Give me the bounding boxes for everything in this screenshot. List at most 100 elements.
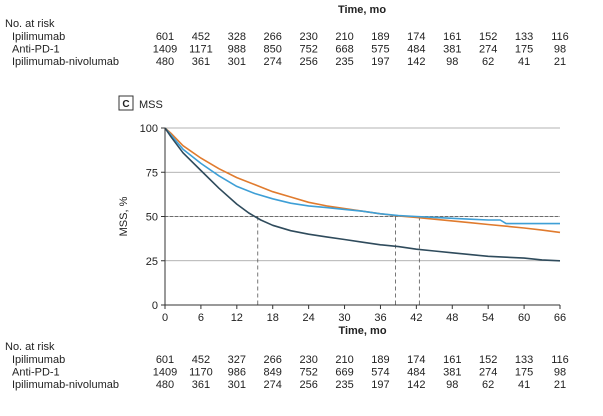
top-risk-value: 175: [515, 44, 533, 56]
top-risk-value: 668: [335, 44, 353, 56]
x-tick-label-24: 24: [303, 312, 315, 324]
x-tick-label-48: 48: [446, 312, 458, 324]
top-risk-value: 256: [299, 56, 317, 68]
bottom-risk-value: 480: [156, 379, 174, 391]
bottom-risk-value: 1409: [153, 367, 177, 379]
top-risk-value: 266: [264, 31, 282, 43]
top-risk-value: 174: [407, 31, 425, 43]
y-tick-label-75: 75: [146, 167, 158, 179]
top-risk-value: 230: [299, 31, 317, 43]
bottom-risk-value: 1170: [189, 367, 213, 379]
bottom-risk-value: 752: [299, 367, 317, 379]
y-tick-label-50: 50: [146, 212, 158, 224]
bottom-risk-value: 210: [335, 354, 353, 366]
top-risk-value: 850: [264, 44, 282, 56]
top-risk-value: 452: [192, 31, 210, 43]
bottom-risk-value: 175: [515, 367, 533, 379]
top-risk-value: 235: [335, 56, 353, 68]
top-risk-value: 133: [515, 31, 533, 43]
bottom-risk-value: 189: [371, 354, 389, 366]
bottom-risk-value: 301: [228, 379, 246, 391]
bottom-row-label-anti-pd-1: Anti-PD-1: [12, 367, 60, 379]
bottom-row-label-ipilimumab: Ipilimumab: [12, 354, 65, 366]
top-risk-value: 116: [551, 31, 569, 43]
top-risk-value: 274: [479, 44, 497, 56]
x-tick-label-0: 0: [162, 312, 168, 324]
x-tick-label-54: 54: [482, 312, 494, 324]
top-risk-header: No. at risk: [5, 18, 55, 30]
y-tick-label-0: 0: [152, 300, 158, 312]
bottom-risk-value: 986: [228, 367, 246, 379]
top-row-label-ipilimumab: Ipilimumab: [12, 31, 65, 43]
bottom-row-label-ipilimumab-nivolumab: Ipilimumab-nivolumab: [12, 379, 119, 391]
top-risk-value: 361: [192, 56, 210, 68]
top-risk-value: 381: [443, 44, 461, 56]
bottom-risk-value: 21: [554, 379, 566, 391]
top-risk-table: Time, mo No. at risk Ipilimumab 601 452 328…: [5, 4, 569, 68]
series-line-ipilimumab-nivolumab: [164, 127, 561, 262]
x-tick-label-18: 18: [267, 312, 279, 324]
bottom-risk-value: 98: [446, 379, 458, 391]
bottom-risk-value: 142: [407, 379, 425, 391]
top-risk-value: 1171: [189, 44, 213, 56]
top-risk-value: 189: [371, 31, 389, 43]
bottom-risk-value: 174: [407, 354, 425, 366]
bottom-risk-value: 484: [407, 367, 425, 379]
top-risk-value: 274: [264, 56, 282, 68]
bottom-risk-value: 274: [479, 367, 497, 379]
top-risk-value: 210: [335, 31, 353, 43]
bottom-risk-value: 601: [156, 354, 174, 366]
x-tick-label-30: 30: [338, 312, 350, 324]
top-row-label-ipilimumab-nivolumab: Ipilimumab-nivolumab: [12, 56, 119, 68]
bottom-risk-value: 98: [554, 367, 566, 379]
bottom-risk-value: 161: [443, 354, 461, 366]
panel-letter: C: [122, 99, 129, 110]
bottom-risk-header: No. at risk: [5, 341, 55, 353]
bottom-risk-value: 116: [551, 354, 569, 366]
top-risk-value: 988: [228, 44, 246, 56]
bottom-risk-value: 849: [264, 367, 282, 379]
bottom-risk-value: 266: [264, 354, 282, 366]
bottom-risk-value: 452: [192, 354, 210, 366]
bottom-risk-value: 197: [371, 379, 389, 391]
top-time-label: Time, mo: [338, 4, 386, 16]
bottom-risk-value: 235: [335, 379, 353, 391]
top-risk-value: 328: [228, 31, 246, 43]
bottom-risk-value: 256: [299, 379, 317, 391]
bottom-risk-value: 669: [335, 367, 353, 379]
bottom-risk-table: No. at risk Ipilimumab 601 452 327 266 230 210…: [5, 341, 569, 391]
top-risk-value: 98: [554, 44, 566, 56]
bottom-risk-value: 62: [482, 379, 494, 391]
top-risk-value: 601: [156, 31, 174, 43]
x-tick-label-12: 12: [231, 312, 243, 324]
y-tick-label-100: 100: [140, 123, 158, 135]
bottom-risk-value: 381: [443, 367, 461, 379]
bottom-risk-value: 133: [515, 354, 533, 366]
bottom-risk-value: 361: [192, 379, 210, 391]
top-row-label-anti-pd-1: Anti-PD-1: [12, 44, 60, 56]
top-risk-value: 62: [482, 56, 494, 68]
x-tick-label-42: 42: [410, 312, 422, 324]
top-risk-value: 98: [446, 56, 458, 68]
top-risk-value: 575: [371, 44, 389, 56]
x-axis-label: Time, mo: [338, 325, 386, 337]
panel-label: C MSS: [118, 95, 163, 111]
top-risk-value: 197: [371, 56, 389, 68]
y-axis-label: MSS, %: [118, 196, 130, 236]
series-line-ipilimumab: [164, 127, 560, 225]
panel-title: MSS: [139, 99, 163, 111]
top-risk-value: 752: [299, 44, 317, 56]
top-risk-value: 152: [479, 31, 497, 43]
top-risk-value: 142: [407, 56, 425, 68]
bottom-risk-value: 274: [264, 379, 282, 391]
top-risk-value: 21: [554, 56, 566, 68]
top-risk-value: 41: [518, 56, 530, 68]
bottom-risk-value: 152: [479, 354, 497, 366]
top-risk-value: 301: [228, 56, 246, 68]
top-risk-value: 480: [156, 56, 174, 68]
x-tick-label-60: 60: [518, 312, 530, 324]
top-risk-value: 484: [407, 44, 425, 56]
bottom-risk-value: 327: [228, 354, 246, 366]
